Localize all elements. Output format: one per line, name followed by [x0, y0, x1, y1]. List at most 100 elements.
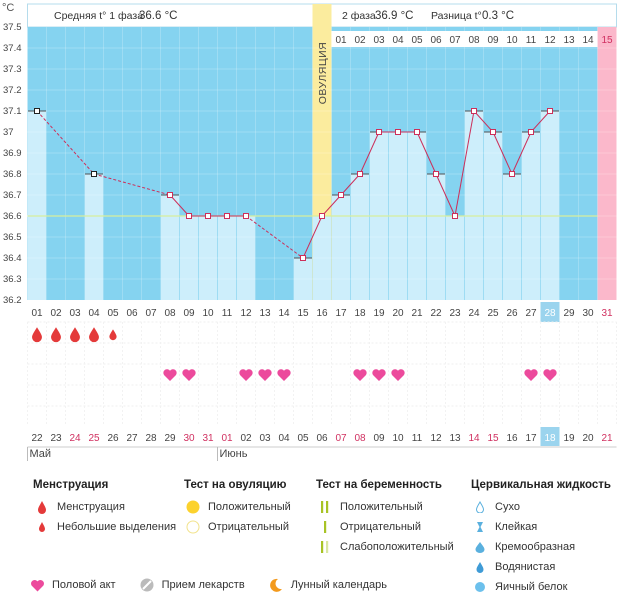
weak-line-icon [316, 541, 334, 553]
date-label: 20 [582, 433, 594, 444]
phase2-day-label: 04 [392, 35, 404, 46]
temp-bar [218, 216, 236, 300]
x-tick-label: 25 [487, 308, 499, 319]
legend-spotting-label: Небольшие выделения [57, 521, 177, 533]
phase2-day-cell [350, 31, 370, 47]
legend-cervical-title: Цервикальная жидкость [471, 479, 611, 491]
temp-line-segment [340, 173, 361, 196]
temp-line-segment [245, 215, 304, 259]
single-line-icon [316, 521, 334, 533]
temp-bar [199, 216, 217, 300]
y-tick-label: 37.4 [3, 43, 22, 54]
date-label: 04 [278, 433, 290, 444]
temp-bar [332, 195, 350, 300]
legend-cervical-creamy: Кремообразная [495, 541, 576, 553]
temp-point [528, 129, 534, 135]
highlight-date-cell [540, 427, 560, 446]
moon-icon [267, 578, 285, 592]
y-unit-label: °C [2, 2, 14, 14]
date-label: 24 [69, 433, 81, 444]
x-tick-label: 16 [316, 308, 328, 319]
intercourse-heart-icon [543, 369, 557, 381]
temp-point [224, 213, 230, 219]
legend-medication: Прием лекарств [161, 579, 245, 591]
date-label: 16 [506, 433, 518, 444]
legend-menstruation-title: Менструация [33, 479, 109, 491]
phase2-day-label: 05 [411, 35, 423, 46]
temp-point [490, 129, 496, 135]
temp-bar [427, 174, 445, 300]
phase2-day-cell [426, 31, 446, 47]
date-label: 09 [373, 433, 385, 444]
temp-point [395, 129, 401, 135]
temp-line-segment [492, 131, 513, 175]
date-label: 02 [240, 433, 252, 444]
intercourse-heart-icon [258, 369, 272, 381]
y-tick-label: 36.7 [3, 190, 22, 201]
temp-line-segment [93, 173, 171, 196]
x-tick-label: 17 [335, 308, 347, 319]
x-tick-label: 12 [240, 308, 252, 319]
x-tick-label: 03 [69, 308, 81, 319]
temp-point [338, 192, 344, 198]
month-label: Май [30, 448, 52, 460]
legend-cervical-dry: Сухо [495, 501, 520, 513]
date-label: 15 [487, 433, 499, 444]
temp-point [91, 171, 97, 177]
x-tick-label: 31 [601, 308, 613, 319]
date-label: 03 [259, 433, 271, 444]
intercourse-heart-icon [353, 369, 367, 381]
double-line-icon [316, 501, 334, 513]
x-tick-label: 09 [183, 308, 195, 319]
intercourse-heart-icon [372, 369, 386, 381]
date-label: 22 [31, 433, 43, 444]
date-label: 25 [88, 433, 100, 444]
y-tick-label: 37.2 [3, 85, 22, 96]
temp-line-segment [169, 194, 190, 217]
temp-point [376, 129, 382, 135]
temp-point [471, 108, 477, 114]
temp-point [319, 213, 325, 219]
y-tick-label: 36.8 [3, 169, 22, 180]
phase2-label: 2 фаза [342, 10, 376, 22]
menstruation-drop-icon [51, 327, 61, 343]
phase2-day-label: 08 [468, 35, 480, 46]
empty-circle-icon [184, 520, 202, 534]
y-tick-label: 36.4 [3, 253, 22, 264]
menstruation-drop-icon [32, 327, 42, 343]
phase2-day-cell [502, 31, 522, 47]
date-label: 12 [430, 433, 442, 444]
temp-bar [161, 195, 179, 300]
date-label: 05 [297, 433, 309, 444]
spotting-drop-icon [109, 329, 117, 341]
temp-bar [28, 111, 46, 300]
diff-label: Разница t° [431, 10, 482, 22]
x-tick-label: 06 [126, 308, 138, 319]
pill-icon [138, 578, 156, 592]
yellow-circle-icon [184, 500, 202, 514]
x-tick-label: 29 [563, 308, 575, 319]
sticky-icon [471, 521, 489, 533]
legend-ovulation-positive: Положительный [208, 501, 291, 513]
phase2-day-cell [559, 31, 579, 47]
x-tick-label: 19 [373, 308, 385, 319]
temp-line-segment [321, 194, 342, 217]
temp-bar [351, 174, 369, 300]
temp-bar [180, 216, 198, 300]
y-tick-label: 37.3 [3, 64, 22, 75]
x-tick-label: 22 [430, 308, 442, 319]
legend-menstruation-label: Менструация [57, 501, 125, 513]
x-tick-label: 23 [449, 308, 461, 319]
date-label: 31 [202, 433, 214, 444]
temp-bar [541, 111, 559, 300]
date-label: 23 [50, 433, 62, 444]
date-label: 26 [107, 433, 119, 444]
creamy-icon [471, 541, 489, 553]
y-tick-label: 36.9 [3, 148, 22, 159]
date-label: 28 [145, 433, 157, 444]
phase2-day-label: 13 [563, 35, 575, 46]
x-tick-label: 01 [31, 308, 43, 319]
date-label: 14 [468, 433, 480, 444]
temp-line-segment [416, 131, 437, 175]
x-tick-label: 13 [259, 308, 271, 319]
